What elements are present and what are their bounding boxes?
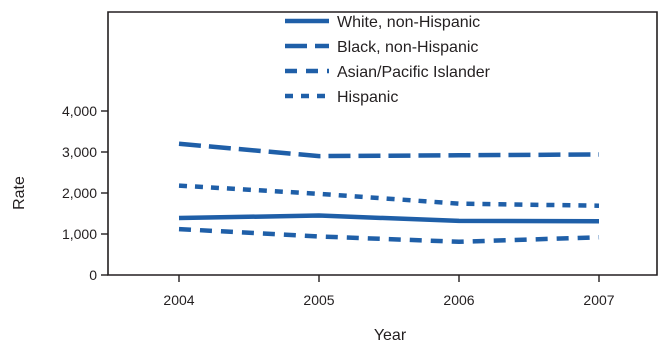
plot-frame [107,11,658,276]
y-axis-title: Rate [11,176,28,210]
y-tick-label: 1,000 [62,226,97,242]
legend-label: Asian/Pacific Islander [337,64,491,81]
legend: White, non-Hispanic Black, non-Hispanic As… [285,14,491,106]
x-tick-label: 2005 [303,292,334,308]
y-tick-label: 2,000 [62,185,97,201]
y-axis-ticks: 0 1,000 2,000 3,000 4,000 [62,103,108,283]
series-line-2 [178,226,600,245]
y-tick-label: 4,000 [62,103,97,119]
x-tick-label: 2007 [583,292,614,308]
legend-label: Black, non-Hispanic [337,39,478,56]
x-tick-label: 2004 [163,292,194,308]
series-layer [178,141,600,245]
y-tick-label: 0 [89,267,97,283]
legend-label: White, non-Hispanic [337,14,480,31]
series-line-1 [178,141,600,159]
x-axis-title: Year [374,327,407,344]
axes [107,11,658,276]
x-axis-ticks: 2004 2005 2006 2007 [163,275,615,308]
x-tick-label: 2006 [443,292,474,308]
y-tick-label: 3,000 [62,144,97,160]
legend-label: Hispanic [337,89,398,106]
series-line-3 [178,183,600,208]
series-line-0 [178,213,600,224]
